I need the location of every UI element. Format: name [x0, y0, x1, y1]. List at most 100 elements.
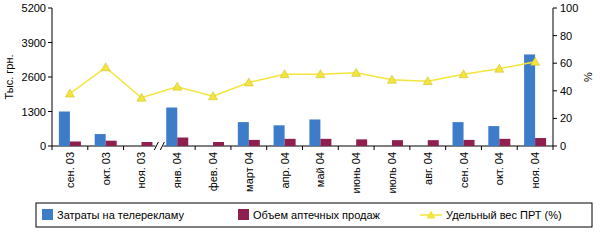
marker — [101, 63, 110, 71]
x-tick-label: окт. 04 — [493, 152, 505, 185]
legend-swatch — [42, 209, 53, 220]
bar — [453, 122, 464, 146]
axis-break — [160, 142, 164, 150]
marker — [531, 57, 540, 65]
marker — [387, 75, 396, 83]
bar — [488, 126, 499, 146]
bar — [202, 146, 213, 147]
marker — [244, 78, 253, 86]
marker — [209, 92, 218, 100]
x-tick-label: янв. 04 — [171, 152, 183, 188]
x-tick — [338, 146, 339, 150]
bar — [238, 122, 249, 146]
marker — [280, 70, 289, 78]
bar — [95, 134, 106, 146]
y-tick — [48, 111, 52, 112]
axis-break-bg — [155, 142, 163, 150]
legend-swatch — [238, 209, 249, 220]
bar — [381, 146, 392, 147]
y-tick-label: 0 — [40, 140, 46, 152]
y-tick-label: 1300 — [22, 106, 46, 118]
bar — [356, 139, 367, 146]
bar — [274, 125, 285, 146]
marker — [352, 68, 361, 76]
y2-tick — [553, 146, 557, 147]
x-tick-label: ноя. 03 — [135, 152, 147, 189]
y2-tick — [553, 8, 557, 9]
legend-swatch — [427, 211, 436, 219]
bar — [70, 141, 81, 146]
x-tick — [374, 146, 375, 150]
legend-box — [36, 203, 592, 227]
bar — [464, 140, 475, 146]
x-tick — [409, 146, 410, 150]
x-tick — [445, 146, 446, 150]
x-tick-label: сен. 04 — [458, 152, 470, 188]
x-tick — [481, 146, 482, 150]
legend: Затраты на телерекламуОбъем аптечных про… — [36, 203, 592, 227]
x-tick-label: сен. 03 — [64, 152, 76, 188]
bar — [320, 139, 331, 146]
x-tick — [195, 146, 196, 150]
y-tick — [48, 42, 52, 43]
x-tick-label: май 04 — [314, 152, 326, 187]
bar — [59, 112, 70, 147]
y-tick-label: 3900 — [22, 37, 46, 49]
x-tick — [266, 146, 267, 150]
x-tick — [553, 146, 554, 150]
y2-tick — [553, 118, 557, 119]
y2-tick-label: 80 — [560, 30, 572, 42]
line — [70, 62, 535, 98]
x-tick — [123, 146, 124, 150]
marker — [459, 70, 468, 78]
bar — [392, 140, 403, 146]
y2-tick — [553, 35, 557, 36]
x-tick-label: июль 04 — [386, 152, 398, 194]
x-tick-label: апр. 04 — [279, 152, 291, 189]
marker — [173, 82, 182, 90]
y-tick-label: 2600 — [22, 71, 46, 83]
y2-tick-label: 60 — [560, 57, 572, 69]
y2-tick-label: 20 — [560, 112, 572, 124]
y2-tick — [553, 63, 557, 64]
bar — [345, 146, 356, 147]
x-tick-label: окт. 03 — [100, 152, 112, 185]
x-tick-label: июнь 04 — [350, 152, 362, 194]
marks — [59, 54, 546, 146]
marker — [316, 70, 325, 78]
chart: 01300260039005200020406080100Тыс. грн.%с… — [0, 0, 600, 234]
axis-break — [154, 142, 158, 150]
bar — [417, 146, 428, 147]
bar — [141, 142, 152, 146]
bar — [285, 139, 296, 146]
bar — [213, 142, 224, 146]
bar — [535, 138, 546, 146]
y2-axis — [553, 8, 554, 146]
y-tick — [48, 77, 52, 78]
marker — [423, 77, 432, 85]
y2-tick-label: 40 — [560, 85, 572, 97]
x-tick-label: авг. 04 — [422, 152, 434, 185]
bar — [309, 119, 320, 146]
bar — [106, 141, 117, 146]
y-axis-title: Тыс. грн. — [3, 54, 15, 99]
y2-tick — [553, 90, 557, 91]
bar — [428, 140, 439, 146]
x-tick — [230, 146, 231, 150]
y2-tick-label: 0 — [560, 140, 566, 152]
y-tick — [48, 8, 52, 9]
legend-label: Затраты на телерекламу — [57, 209, 184, 221]
bar — [249, 140, 260, 146]
marker — [495, 64, 504, 72]
x-tick — [52, 146, 53, 150]
x-tick — [302, 146, 303, 150]
marker — [137, 93, 146, 101]
x-tick-label: фев. 04 — [207, 152, 219, 191]
x-tick-label: ноя. 04 — [529, 152, 541, 189]
bar — [499, 139, 510, 146]
bar — [166, 108, 177, 146]
x-tick — [87, 146, 88, 150]
y-tick-label: 5200 — [22, 2, 46, 14]
x-tick — [517, 146, 518, 150]
legend-label: Удельный вес ПРТ (%) — [446, 209, 562, 221]
